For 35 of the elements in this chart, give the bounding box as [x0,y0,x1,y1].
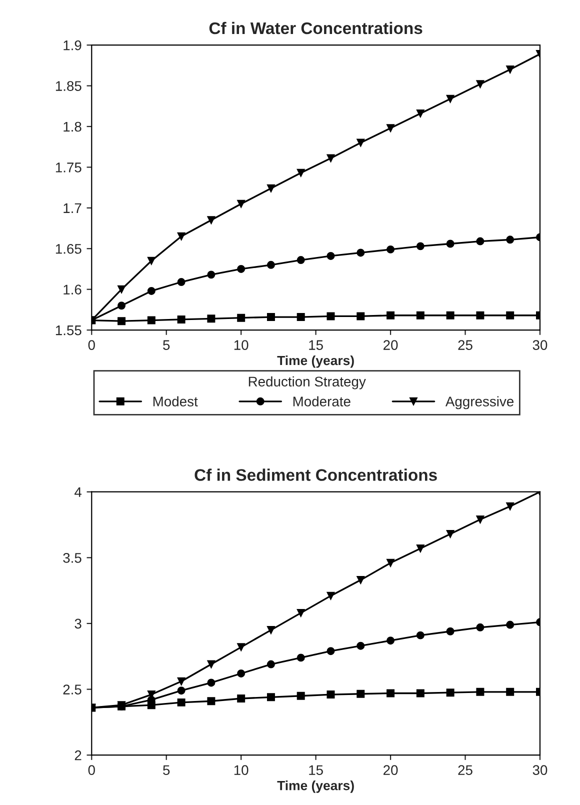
y-tick-label: 2 [74,750,82,760]
y-tick-label: 1.6 [64,284,82,295]
x-tick-label: 25 [458,765,472,776]
legend-title: Reduction Strategy [248,376,366,390]
x-tick-label: 10 [234,765,248,776]
y-tick-label: 1.8 [64,122,82,132]
x-tick-label: 15 [309,340,323,350]
x-tick-label: 30 [532,340,548,350]
x-tick-label: 15 [309,765,323,776]
x-tick-label: 5 [163,340,170,350]
y-tick-label: 1.65 [56,244,82,254]
y-tick-label: 4 [74,487,82,497]
x-tick-label: 20 [384,765,398,776]
legend-label: Moderate [293,396,350,406]
y-tick-label: 1.85 [56,81,82,91]
x-tick-label: 20 [384,340,398,350]
x-tick-label: 25 [458,340,472,350]
y-tick-label: 3 [74,618,82,629]
y-tick-label: 1.55 [56,326,82,336]
y-tick-label: 1.9 [64,40,82,50]
legend-label: Aggressive [445,396,514,410]
x-tick-label: 10 [234,340,248,350]
legend-label: Modest [153,396,198,406]
x-axis-title: Time (years) [277,780,354,793]
x-tick-label: 30 [532,765,548,776]
x-tick-label: 5 [163,765,170,776]
chart-title: Cf in Water Concentrations [209,22,422,34]
y-tick-label: 1.75 [56,162,82,172]
x-axis-title: Time (years) [277,355,354,368]
y-tick-label: 2.5 [63,684,82,694]
y-tick-label: 3.5 [63,553,82,563]
y-tick-label: 1.7 [64,203,82,213]
x-tick-label: 0 [88,765,95,776]
x-tick-label: 0 [88,340,95,350]
chart-title: Cf in Sediment Concentrations [194,468,437,481]
